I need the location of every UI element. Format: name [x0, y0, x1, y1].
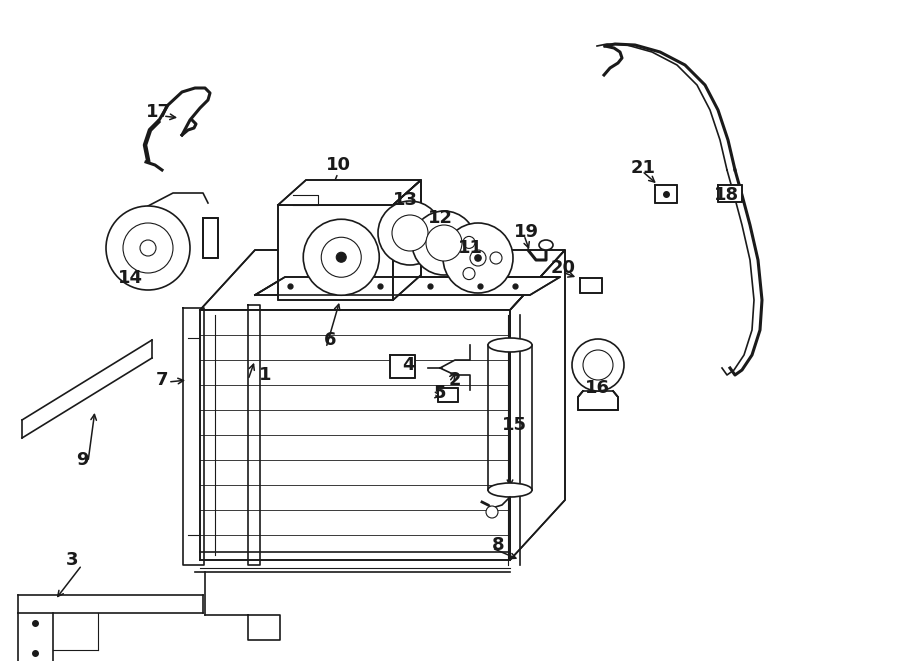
- Circle shape: [463, 268, 475, 280]
- Polygon shape: [255, 277, 560, 295]
- Text: 20: 20: [551, 259, 575, 277]
- Text: 13: 13: [392, 191, 418, 209]
- Text: 18: 18: [714, 186, 739, 204]
- Text: 9: 9: [76, 451, 88, 469]
- Circle shape: [140, 240, 156, 256]
- Polygon shape: [578, 391, 618, 410]
- Polygon shape: [718, 185, 742, 202]
- Circle shape: [412, 211, 476, 275]
- Text: 8: 8: [491, 536, 504, 554]
- Polygon shape: [390, 355, 415, 378]
- Polygon shape: [438, 388, 458, 402]
- Polygon shape: [510, 250, 565, 560]
- Text: 17: 17: [146, 103, 170, 121]
- Circle shape: [470, 250, 486, 266]
- Text: 19: 19: [514, 223, 538, 241]
- Ellipse shape: [539, 240, 553, 250]
- Ellipse shape: [488, 338, 532, 352]
- Circle shape: [572, 339, 624, 391]
- Circle shape: [475, 255, 481, 261]
- Text: 11: 11: [457, 239, 482, 257]
- Circle shape: [463, 237, 475, 249]
- Text: 16: 16: [584, 379, 609, 397]
- Text: 15: 15: [501, 416, 526, 434]
- Text: 10: 10: [326, 156, 350, 174]
- Text: 1: 1: [259, 366, 271, 384]
- Polygon shape: [278, 205, 393, 300]
- Ellipse shape: [488, 483, 532, 497]
- Circle shape: [303, 219, 379, 295]
- Circle shape: [486, 506, 498, 518]
- Polygon shape: [203, 218, 218, 258]
- Polygon shape: [200, 310, 510, 560]
- Text: 4: 4: [401, 356, 414, 374]
- Text: 3: 3: [66, 551, 78, 569]
- Polygon shape: [580, 278, 602, 293]
- Text: 21: 21: [631, 159, 655, 177]
- Text: 5: 5: [434, 384, 446, 402]
- Polygon shape: [200, 250, 565, 310]
- Circle shape: [321, 237, 361, 277]
- Circle shape: [378, 201, 442, 265]
- Text: 14: 14: [118, 269, 142, 287]
- Polygon shape: [393, 180, 421, 300]
- Circle shape: [490, 252, 502, 264]
- Circle shape: [123, 223, 173, 273]
- Polygon shape: [655, 185, 677, 203]
- Text: 2: 2: [449, 371, 461, 389]
- Text: 12: 12: [428, 209, 453, 227]
- Circle shape: [106, 206, 190, 290]
- Polygon shape: [278, 180, 421, 205]
- Circle shape: [392, 215, 428, 251]
- Text: 6: 6: [324, 331, 337, 349]
- Circle shape: [337, 253, 347, 262]
- Circle shape: [426, 225, 462, 261]
- Text: 7: 7: [156, 371, 168, 389]
- Circle shape: [443, 223, 513, 293]
- Circle shape: [583, 350, 613, 380]
